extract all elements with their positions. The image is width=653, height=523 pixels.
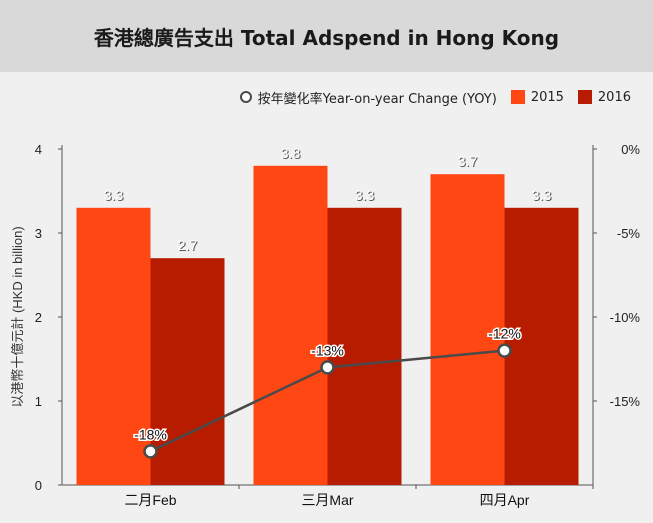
yoy-point <box>143 444 158 459</box>
bar-label-2015: 3.7 <box>458 153 478 169</box>
bar-2016 <box>327 207 402 486</box>
y2-tick-label: -5% <box>617 226 641 241</box>
legend-label-2015: 2015 <box>530 89 564 105</box>
legend-item-2015: 2015 <box>510 89 564 105</box>
y-tick-label: 4 <box>35 142 42 157</box>
bar-label-2015-shadow: 3.8 <box>282 146 302 162</box>
y-axis-title: 以港幣十億元計 (HKD in billion) <box>10 226 25 407</box>
legend-label-yoy: 按年變化率Year-on-year Change (YOY) <box>257 91 497 107</box>
y-tick-label: 0 <box>35 478 42 493</box>
bar-2016 <box>504 207 579 486</box>
yoy-point <box>497 343 512 358</box>
bar-2015 <box>253 165 328 486</box>
y2-tick-label: -15% <box>610 394 641 409</box>
bar-label-2016-shadow: 3.3 <box>356 188 376 204</box>
swatch-2016-icon <box>577 90 592 104</box>
legend-label-2016: 2016 <box>597 89 631 105</box>
bar-2015 <box>76 207 151 486</box>
bar-2016 <box>150 258 225 485</box>
x-tick-label: 三月Mar <box>301 492 353 508</box>
bar-label-2016: 3.3 <box>355 187 375 203</box>
bar-2015 <box>430 174 505 485</box>
legend-item-2016: 2016 <box>577 89 631 105</box>
yoy-point <box>320 360 335 375</box>
y-tick-label: 3 <box>35 226 42 241</box>
yoy-label: -18% <box>134 426 167 442</box>
y2-tick-label: 0% <box>621 142 640 157</box>
bar-label-2015-shadow: 3.3 <box>105 188 125 204</box>
bar-label-2016-shadow: 2.7 <box>179 238 199 254</box>
x-tick-label: 二月Feb <box>124 492 176 508</box>
bar-label-2015: 3.3 <box>104 187 124 203</box>
chart-title: 香港總廣告支出 Total Adspend in Hong Kong <box>93 25 560 50</box>
legend: 按年變化率Year-on-year Change (YOY) 2015 2016 <box>226 86 631 108</box>
bar-label-2016-shadow: 3.3 <box>533 188 553 204</box>
y-tick-label: 2 <box>35 310 42 325</box>
bar-label-2015-shadow: 3.7 <box>459 154 479 170</box>
legend-item-yoy: 按年變化率Year-on-year Change (YOY) <box>239 88 497 107</box>
y-tick-label: 1 <box>35 394 42 409</box>
y2-tick-label: -10% <box>610 310 641 325</box>
bar-label-2016: 2.7 <box>178 237 198 253</box>
bar-label-2016: 3.3 <box>532 187 552 203</box>
yoy-label: -13% <box>311 342 344 358</box>
x-tick-label: 四月Apr <box>480 492 530 508</box>
yoy-label: -12% <box>488 326 521 342</box>
swatch-2015-icon <box>510 90 525 104</box>
line-marker-icon <box>239 91 252 103</box>
bar-label-2015: 3.8 <box>281 145 301 161</box>
title-bar: 香港總廣告支出 Total Adspend in Hong Kong <box>0 0 653 72</box>
